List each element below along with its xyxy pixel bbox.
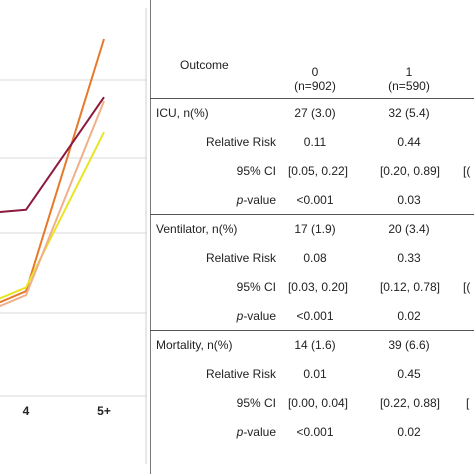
section-divider [150,98,474,99]
cell-rr: 0.11 [303,135,327,149]
cell-ci-clipped: [( [463,164,471,178]
cell-rr: 0.01 [303,367,327,381]
p-rest: -value [243,193,276,207]
cell-count: 14 (1.6) [294,338,336,352]
cell-ci-clipped: [ [466,396,470,410]
cell-rr: 0.45 [397,367,421,381]
p-rest: -value [243,309,276,323]
p-rest: -value [243,425,276,439]
line-chart: 4 5+ [0,8,147,464]
series-line-2 [0,131,105,300]
chart-svg: 4 5+ [0,8,147,464]
section-divider [150,330,474,331]
cell-ci: [0.12, 0.78] [379,280,441,294]
cell-ci: [0.03, 0.20] [287,280,349,294]
section-title: ICU, n(%) [156,106,209,120]
header-col-0-label: 0 [311,65,319,79]
header-col-1-label: 1 [405,65,413,79]
cell-p: <0.001 [296,309,334,323]
cell-count: 17 (1.9) [294,222,336,236]
cell-p: <0.001 [296,425,334,439]
series-line-0 [0,38,105,304]
row-label-ci: 95% CI [236,280,276,294]
row-label-rr: Relative Risk [205,135,276,149]
cell-p: <0.001 [296,193,334,207]
cell-count: 39 (6.6) [388,338,430,352]
cell-count: 32 (5.4) [388,106,430,120]
table-left-border [150,0,151,474]
row-label-ci: 95% CI [236,164,276,178]
cell-p: 0.03 [397,193,421,207]
cell-rr: 0.33 [397,251,421,265]
outcome-table: Outcome 0 (n=902) 1 (n=590) ICU, n(%) 27… [150,0,474,474]
row-label-rr: Relative Risk [205,367,276,381]
section-divider [150,214,474,215]
row-label-p: p-value [150,425,276,439]
cell-ci-clipped: [( [463,280,471,294]
cell-ci: [0.22, 0.88] [379,396,441,410]
section-title: Ventilator, n(%) [156,222,238,236]
p-italic: p [236,309,244,323]
p-italic: p [236,425,244,439]
row-label-p: p-value [150,309,276,323]
cell-count: 20 (3.4) [388,222,430,236]
header-col-0-n: (n=902) [294,79,336,93]
cell-ci: [0.05, 0.22] [287,164,349,178]
cell-rr: 0.44 [397,135,421,149]
cell-p: 0.02 [397,425,421,439]
header-col-1-n: (n=590) [388,79,430,93]
row-label-p: p-value [150,193,276,207]
cell-count: 27 (3.0) [294,106,336,120]
cell-p: 0.02 [397,309,421,323]
x-tick-label: 4 [23,404,30,418]
section-title: Mortality, n(%) [156,338,233,352]
series-line-3 [0,100,105,308]
cell-ci: [0.20, 0.89] [379,164,441,178]
series-line-1 [0,96,105,213]
row-label-rr: Relative Risk [205,251,276,265]
cell-rr: 0.08 [303,251,327,265]
p-italic: p [236,193,244,207]
x-tick-label: 5+ [97,404,111,418]
header-outcome: Outcome [180,58,229,72]
cell-ci: [0.00, 0.04] [287,396,349,410]
row-label-ci: 95% CI [236,396,276,410]
